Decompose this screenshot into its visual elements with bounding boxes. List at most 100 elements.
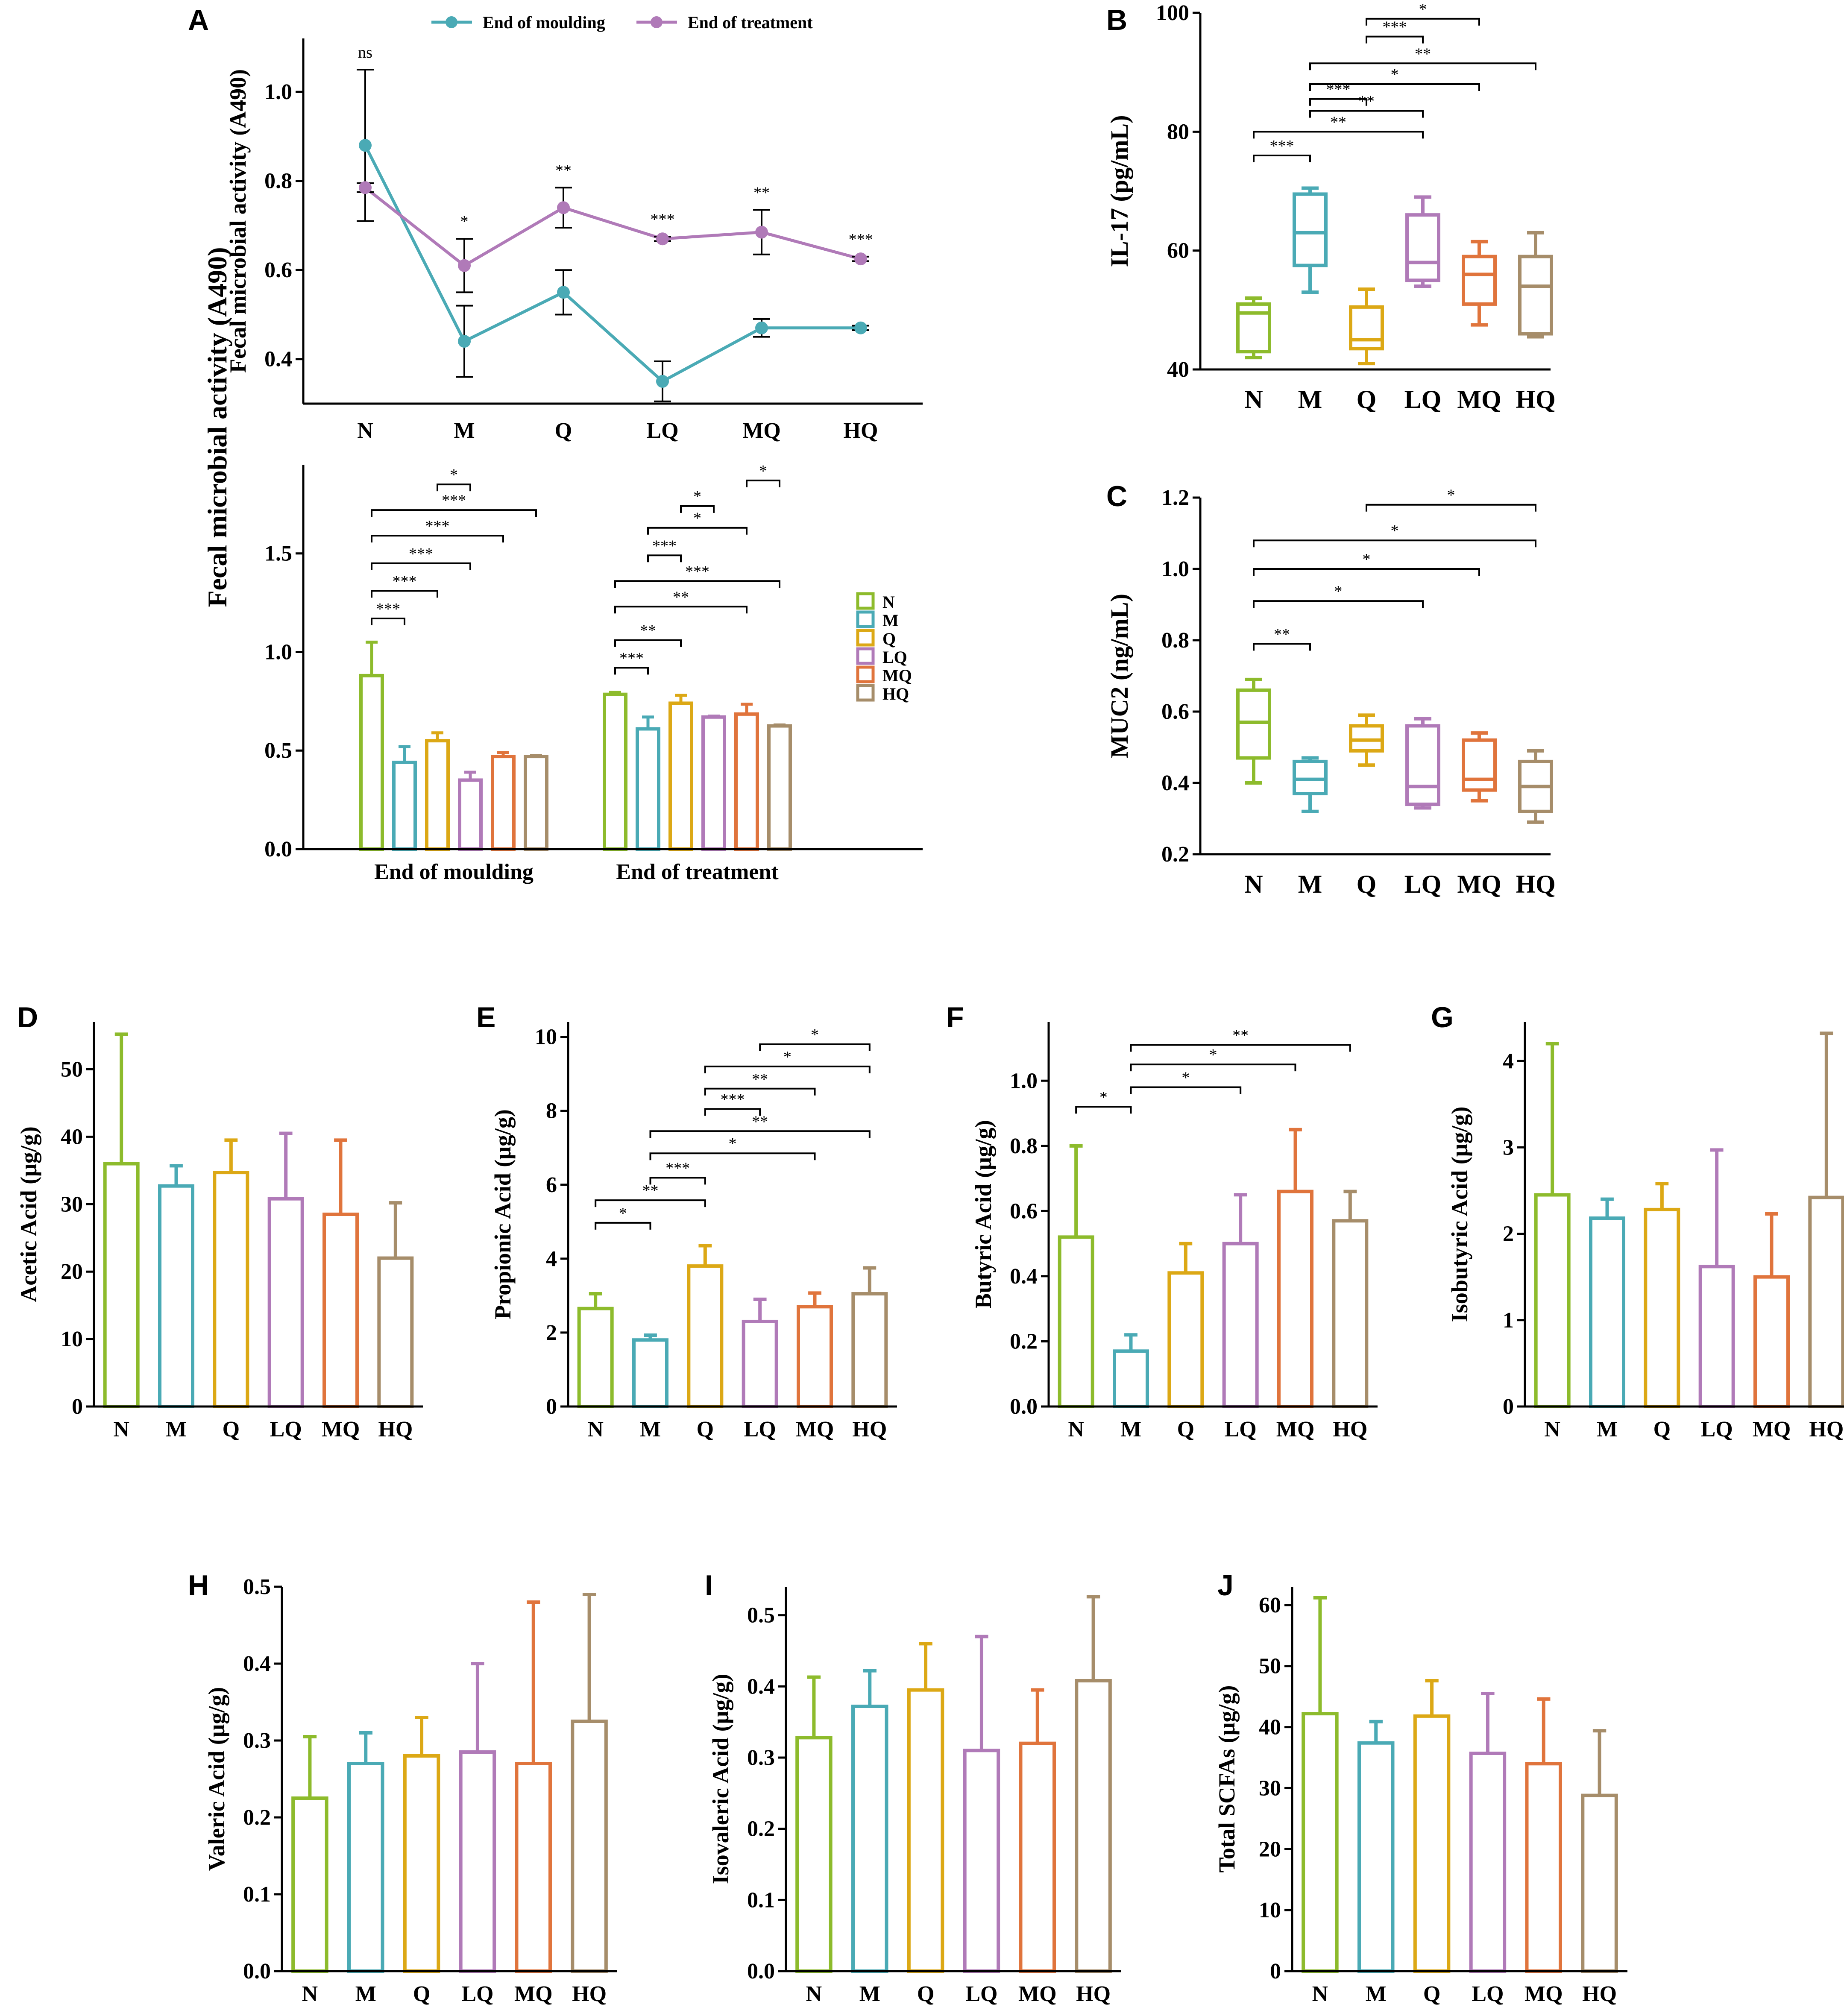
bracket-line [1253, 155, 1311, 162]
bracket-line [649, 1177, 706, 1185]
legend-swatch [856, 665, 875, 683]
x-tick-label: M [640, 1417, 661, 1442]
x-tick-label: Q [1177, 1417, 1194, 1442]
legend-label: M [882, 611, 899, 630]
x-tick-label: HQ [572, 1982, 607, 2006]
y-tick-label: 2 [1503, 1222, 1514, 1246]
y-tick-label: 40 [61, 1125, 83, 1149]
y-tick-label: 1.2 [1161, 486, 1189, 510]
legend-label: HQ [882, 684, 909, 703]
y-tick-label: 0.1 [243, 1882, 271, 1907]
bracket-label: *** [1270, 137, 1294, 155]
significance-bracket: *** [371, 572, 438, 598]
y-tick-label: 0.8 [1161, 628, 1189, 653]
y-tick-label: 50 [61, 1058, 83, 1082]
bar-hq [377, 1256, 414, 1408]
y-tick-label: 0.5 [243, 1575, 271, 1599]
y-tick-label: 30 [61, 1192, 83, 1216]
x-tick-label: N [806, 1982, 822, 2006]
bracket-label: ** [642, 1182, 659, 1200]
x-tick-label: Q [555, 419, 572, 443]
bracket-label: ** [1274, 625, 1290, 643]
significance-bracket: *** [704, 1090, 761, 1116]
legend-label: End of treatment [688, 13, 813, 32]
legend-marker [651, 16, 663, 28]
series-moulding [357, 68, 869, 402]
bracket-label: ** [640, 622, 656, 640]
y-tick-label: 60 [1259, 1593, 1281, 1617]
y-tick-label: 40 [1167, 357, 1189, 382]
y-tick-label: 1 [1503, 1308, 1514, 1333]
x-tick-label: N [1244, 385, 1263, 413]
y-tick-label: 20 [1259, 1837, 1281, 1861]
x-tick-label: N [1244, 870, 1263, 898]
y-tick-label: 20 [61, 1260, 83, 1284]
data-point [557, 201, 570, 214]
data-point [854, 321, 867, 334]
x-tick-label: MQ [1276, 1417, 1315, 1442]
bar-q [425, 739, 450, 851]
x-tick-label: HQ [1076, 1982, 1111, 2006]
bracket-label: ** [673, 588, 689, 606]
bar-mq [491, 755, 516, 851]
bracket-line [1253, 600, 1424, 608]
y-tick-label: 3 [1503, 1135, 1514, 1160]
bar-lq [459, 1750, 496, 1973]
bar-n [359, 674, 384, 851]
bracket-label: * [1099, 1088, 1108, 1106]
bracket-line [649, 1152, 816, 1160]
box-m [1293, 756, 1328, 813]
bar-q [907, 1688, 944, 1973]
bracket-label: * [1334, 583, 1343, 601]
bar-m [1589, 1216, 1625, 1408]
y-tick-label: 50 [1259, 1654, 1281, 1679]
bar-q [1413, 1714, 1451, 1973]
bracket-line [1253, 131, 1424, 139]
significance-bracket: *** [1253, 137, 1311, 162]
legend: End of moulding End of treatment [431, 13, 813, 32]
bar-m [158, 1184, 194, 1409]
x-tick-label: Q [1653, 1417, 1671, 1442]
bracket-line [704, 1065, 871, 1073]
y-axis-title: IL-17 (pg/mL) [1105, 115, 1133, 267]
y-tick-label: 0.4 [1161, 771, 1189, 795]
x-tick-label: M [1298, 870, 1322, 898]
panel-label: A [188, 4, 209, 36]
x-tick-label: M [1298, 385, 1322, 413]
x-tick-label: HQ [1582, 1982, 1617, 2006]
bracket-label: * [811, 1026, 819, 1044]
box-lq [1405, 717, 1440, 810]
bar-hq [1075, 1679, 1112, 1973]
y-tick-label: 0.6 [1161, 700, 1189, 724]
significance-bracket: ** [649, 1113, 871, 1138]
data-point [755, 321, 768, 334]
box-iqr [1518, 255, 1553, 336]
bracket-label: *** [685, 563, 709, 580]
box-n [1236, 296, 1271, 360]
y-tick-label: 1.0 [1010, 1069, 1038, 1093]
y-tick-label: 1.0 [264, 80, 292, 104]
bracket-label: *** [376, 600, 400, 618]
y-tick-label: 0.4 [747, 1674, 775, 1699]
box-hq [1518, 749, 1553, 824]
bracket-label: ** [752, 1070, 768, 1088]
data-point [359, 139, 372, 152]
x-tick-label: HQ [844, 419, 878, 443]
bar-mq [1525, 1762, 1562, 1973]
x-tick-label: M [166, 1417, 187, 1442]
bar-mq [1019, 1741, 1056, 1973]
y-tick-label: 0.3 [747, 1746, 775, 1770]
significance-bracket: * [649, 1135, 816, 1160]
significance-bracket: * [704, 1048, 871, 1073]
bracket-line [1366, 504, 1536, 512]
bracket-label: * [1181, 1069, 1190, 1087]
x-tick-label: Q [413, 1982, 430, 2006]
y-tick-label: 0.6 [1010, 1199, 1038, 1223]
bracket-label: *** [652, 537, 677, 555]
data-point [656, 232, 669, 246]
y-tick-label: 100 [1156, 1, 1189, 25]
significance-bracket: * [647, 510, 748, 535]
y-tick-label: 30 [1259, 1776, 1281, 1800]
bracket-line [437, 483, 471, 492]
